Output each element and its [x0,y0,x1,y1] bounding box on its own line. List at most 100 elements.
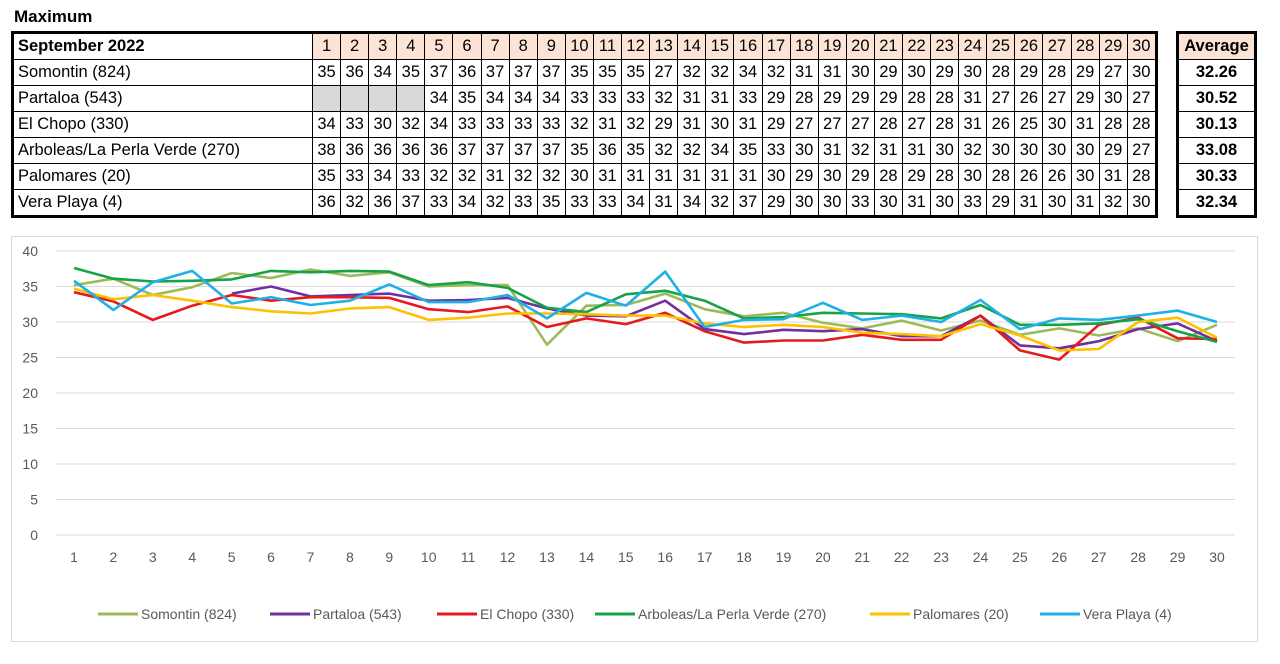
value-cell: 32 [536,163,566,190]
value-cell: 38 [311,137,342,164]
day-header: 23 [930,32,960,60]
value-cell: 33 [508,111,538,138]
value-cell: 28 [930,163,960,190]
value-cell: 31 [480,163,510,190]
average-row: 33.08 [1177,137,1256,164]
value-cell: 34 [368,163,398,190]
value-cell: 27 [1126,85,1157,112]
x-tick-label: 12 [500,549,516,565]
value-cell: 27 [845,111,875,138]
value-cell: 37 [424,59,454,86]
average-row: 32.34 [1177,189,1256,217]
value-cell: 32 [396,111,426,138]
value-cell: 33 [340,163,370,190]
value-cell: 37 [536,59,566,86]
value-cell: 30 [817,189,847,217]
value-cell: 30 [564,163,594,190]
legend-label: Somontin (824) [141,606,237,622]
value-cell: 30 [1070,137,1100,164]
value-cell: 37 [508,59,538,86]
value-cell: 25 [1014,111,1044,138]
value-cell: 31 [677,163,707,190]
value-cell: 32 [845,137,875,164]
value-cell: 26 [1014,85,1044,112]
value-cell: 33 [733,85,763,112]
value-cell: 30 [1042,111,1072,138]
value-cell: 32 [621,111,651,138]
value-cell: 35 [311,59,342,86]
value-cell: 34 [733,59,763,86]
value-cell: 37 [733,189,763,217]
value-cell: 33 [592,85,623,112]
value-cell: 31 [789,59,819,86]
day-header: 12 [621,32,651,60]
average-value: 32.26 [1177,59,1256,86]
period-label: September 2022 [12,32,313,60]
value-cell: 28 [986,163,1016,190]
table-row: Arboleas/La Perla Verde (270) 38 36 36 36 36 3… [12,137,1157,164]
value-cell: 31 [733,163,763,190]
value-cell: 31 [677,111,707,138]
value-cell: 30 [1126,189,1157,217]
value-cell: 29 [901,163,932,190]
value-cell: 30 [368,111,398,138]
day-header: 5 [424,32,454,60]
x-tick-label: 27 [1091,549,1107,565]
value-cell: 31 [873,137,903,164]
day-header: 29 [1098,32,1128,60]
value-cell: 31 [733,111,763,138]
value-cell: 31 [817,137,847,164]
value-cell: 30 [930,189,960,217]
value-cell: 34 [480,85,510,112]
series-line [73,290,1218,361]
x-tick-label: 22 [894,549,910,565]
value-cell: 28 [873,111,903,138]
value-cell: 33 [958,189,988,217]
value-cell: 30 [986,137,1016,164]
value-cell: 33 [564,85,594,112]
value-cell: 29 [1098,137,1128,164]
value-cell: 32 [705,59,735,86]
value-cell: 28 [873,163,903,190]
value-cell: 30 [761,163,791,190]
value-cell: 35 [396,59,426,86]
value-cell: 37 [480,59,510,86]
series-line [73,269,1218,331]
value-cell: 29 [873,59,903,86]
day-header: 20 [845,32,875,60]
value-cell: 34 [705,137,735,164]
value-cell: 29 [789,163,819,190]
y-tick-label: 35 [22,279,38,295]
value-cell: 29 [761,85,791,112]
value-cell: 30 [1070,163,1100,190]
x-tick-label: 20 [815,549,831,565]
value-cell: 36 [311,189,342,217]
day-header: 22 [901,32,932,60]
value-cell: 28 [1098,111,1128,138]
x-tick-label: 4 [188,549,196,565]
value-cell: 31 [677,85,707,112]
x-tick-label: 16 [657,549,673,565]
value-cell: 37 [508,137,538,164]
y-tick-label: 20 [22,385,38,401]
table-header-row: September 2022 1 2 3 4 5 6 7 8 9 10 11 12 13 14 15 16 17 1… [12,32,1157,60]
value-cell: 31 [592,163,623,190]
value-cell: 27 [817,111,847,138]
average-value: 30.33 [1177,163,1256,190]
series-line [231,285,1218,350]
value-cell: 33 [340,111,370,138]
day-header: 4 [396,32,426,60]
value-cell: 36 [340,137,370,164]
average-row: 30.52 [1177,85,1256,112]
value-cell: 35 [564,137,594,164]
value-cell [340,85,370,112]
value-cell: 37 [536,137,566,164]
value-cell: 28 [901,85,932,112]
x-tick-label: 1 [70,549,78,565]
day-header: 25 [986,32,1016,60]
y-tick-label: 10 [22,456,38,472]
y-tick-label: 5 [30,492,38,508]
x-tick-label: 26 [1052,549,1068,565]
day-header: 28 [1070,32,1100,60]
